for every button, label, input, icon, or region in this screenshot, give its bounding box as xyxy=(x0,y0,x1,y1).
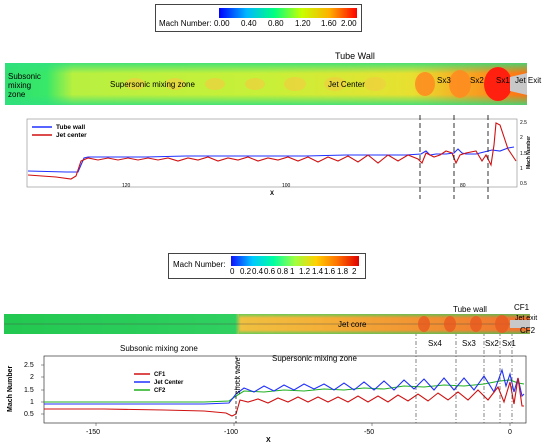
bottom-y-tick: 2 xyxy=(30,374,34,381)
bottom-supersonic-label: Supersonic mixing zone xyxy=(272,354,357,363)
top-colorbar-tick: 2.00 xyxy=(341,19,357,28)
bottom-colorbar-tick: 0.2 xyxy=(240,267,252,276)
bottom-x-tick: 0 xyxy=(508,429,512,436)
top-colorbar-tick: 0.00 xyxy=(214,19,230,28)
bottom-colorbar-tick: 0.6 xyxy=(264,267,276,276)
top-sx3-label: Sx3 xyxy=(437,76,451,85)
bottom-cf1-label: CF1 xyxy=(514,303,530,312)
bottom-y-tick: 0.5 xyxy=(24,411,34,418)
bottom-colorbar-tick: 1.4 xyxy=(312,267,324,276)
bottom-y-tick: 1 xyxy=(30,399,34,406)
bottom-series-cf1 xyxy=(44,377,524,417)
top-y-tick: 1 xyxy=(520,166,523,172)
bottom-colorbar-tick: 2 xyxy=(352,267,357,276)
top-jet-exit-label: Jet Exit xyxy=(515,76,542,85)
top-colorbar: Mach Number: 0.00 0.40 0.80 1.20 1.60 2.… xyxy=(155,4,362,32)
top-legend-jet-center: Jet center xyxy=(56,132,87,139)
top-colorbar-tick: 1.60 xyxy=(321,19,337,28)
top-mach-chart: Tube wall Jet center 120 100 80 X 0.5 1 … xyxy=(26,115,532,199)
top-colorbar-tick: 1.20 xyxy=(295,19,311,28)
bottom-subsonic-label: Subsonic mixing zone xyxy=(120,344,198,353)
bottom-legend-jet-center: Jet Center xyxy=(154,380,184,386)
bottom-colorbar: Mach Number: 0 0.2 0.4 0.6 0.8 1 1.2 1.4… xyxy=(168,253,366,279)
top-sx1-label: Sx1 xyxy=(496,76,510,85)
top-x-tick: 120 xyxy=(122,183,131,189)
bottom-mach-chart: Mach Number 0.5 1 1.5 2 2.5 -150 -100 -5… xyxy=(7,334,527,444)
top-legend: Tube wall Jet center xyxy=(32,124,87,139)
bottom-y-tick: 2.5 xyxy=(24,362,34,369)
bottom-jet-exit-label: Jet exit xyxy=(515,315,538,322)
bottom-colorbar-tick: 0.4 xyxy=(252,267,264,276)
top-supersonic-label: Supersonic mixing zone xyxy=(110,80,195,89)
top-y-tick: 1.5 xyxy=(520,151,527,157)
bottom-colorbar-tick: 1.8 xyxy=(337,267,349,276)
bottom-shock-wave-label: shock wave xyxy=(235,357,242,394)
top-shock-lines xyxy=(419,115,489,199)
top-y-tick: 2.5 xyxy=(520,120,527,126)
bottom-sx3-label: Sx3 xyxy=(462,339,476,348)
top-y-tick: 2 xyxy=(520,135,523,141)
top-colorbar-gradient xyxy=(219,8,357,18)
bottom-sx4-label: Sx4 xyxy=(428,339,442,348)
bottom-jet-core-label: Jet core xyxy=(338,320,367,329)
bottom-colorbar-tick: 1 xyxy=(290,267,295,276)
top-subsonic-label: Subsonic mixing zone xyxy=(8,72,41,99)
bottom-mach-contour xyxy=(4,314,530,334)
top-legend-tube-wall: Tube wall xyxy=(56,124,85,131)
bottom-y-tick: 1.5 xyxy=(24,387,34,394)
bottom-colorbar-tick: 1.2 xyxy=(299,267,311,276)
bottom-sx1-label: Sx1 xyxy=(502,339,516,348)
bottom-x-tick: -150 xyxy=(86,429,100,436)
bottom-colorbar-tick: 0.8 xyxy=(277,267,289,276)
top-colorbar-tick: 0.40 xyxy=(241,19,257,28)
bottom-colorbar-tick: 1.6 xyxy=(324,267,336,276)
bottom-colorbar-gradient xyxy=(231,256,359,266)
bottom-colorbar-title: Mach Number: xyxy=(173,260,226,269)
bottom-section-lines xyxy=(415,334,513,423)
top-jet-center-label: Jet Center xyxy=(328,80,365,89)
top-series-jet-center xyxy=(27,122,517,180)
top-chart-frame xyxy=(26,118,518,188)
bottom-y-label: Mach Number xyxy=(7,365,14,412)
bottom-legend: CF1 Jet Center CF2 xyxy=(134,372,184,394)
bottom-colorbar-tick: 0 xyxy=(230,267,235,276)
bottom-chart-frame xyxy=(43,355,527,424)
top-x-tick: 80 xyxy=(460,183,466,189)
bottom-legend-cf2: CF2 xyxy=(154,388,166,394)
bottom-x-tick: -50 xyxy=(364,429,374,436)
bottom-series-cf2 xyxy=(44,379,525,403)
bottom-x-tick: -100 xyxy=(224,429,238,436)
top-series-tube-wall xyxy=(27,146,515,173)
bottom-sx2-label: Sx2 xyxy=(485,339,499,348)
top-y-tick: 0.5 xyxy=(520,181,527,187)
bottom-series-jet-center xyxy=(44,368,525,405)
top-x-label: X xyxy=(270,191,274,197)
bottom-tube-wall-label: Tube wall xyxy=(453,305,487,314)
top-colorbar-tick: 0.80 xyxy=(268,19,284,28)
bottom-legend-cf1: CF1 xyxy=(154,372,166,378)
top-y-label: Mach Number xyxy=(526,136,532,169)
top-sx2-label: Sx2 xyxy=(470,76,484,85)
bottom-cf2-label: CF2 xyxy=(520,326,536,335)
top-x-tick: 100 xyxy=(282,183,291,189)
top-tube-wall-label: Tube Wall xyxy=(335,51,375,61)
top-colorbar-title: Mach Number: xyxy=(159,19,212,28)
bottom-x-label: X xyxy=(266,437,271,444)
top-mach-contour xyxy=(5,63,527,105)
